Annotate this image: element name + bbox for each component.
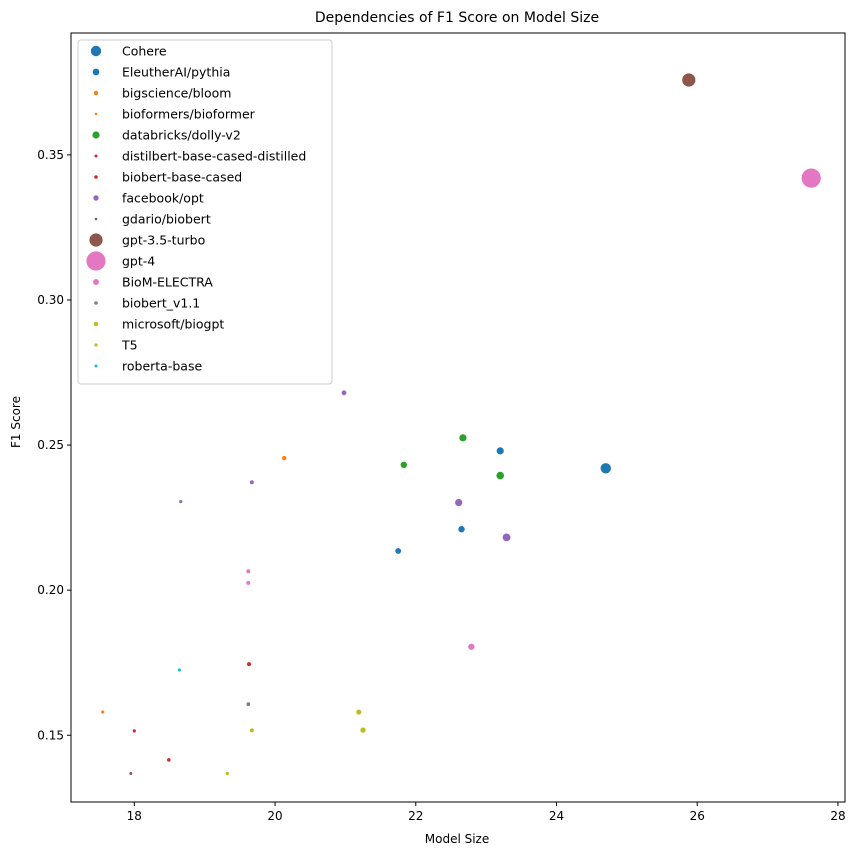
y-axis-label: F1 Score — [9, 396, 23, 448]
y-tick-label: 0.20 — [37, 583, 64, 597]
legend: Cohere EleutherAI/pythia bigscience/bloom b… — [77, 39, 333, 385]
legend-marker — [94, 364, 98, 368]
data-point-14-0 — [225, 771, 229, 776]
legend-label: EleutherAI/pythia — [122, 65, 230, 80]
x-axis-label: Model Size — [425, 832, 489, 846]
y-tick-label: 0.35 — [37, 148, 64, 162]
data-point-7-0 — [341, 390, 347, 396]
plot-area — [70, 32, 846, 803]
data-point-4-0 — [459, 434, 467, 442]
legend-label: microsoft/biogpt — [122, 317, 224, 332]
chart-title: Dependencies of F1 Score on Model Size — [315, 10, 599, 26]
x-tick-label: 28 — [830, 809, 845, 823]
legend-marker — [93, 90, 99, 96]
legend-marker — [93, 279, 99, 285]
data-point-1-1 — [458, 526, 465, 533]
legend-marker — [92, 68, 100, 76]
data-point-7-1 — [249, 480, 254, 485]
legend-label: roberta-base — [122, 359, 202, 374]
data-point-11-1 — [246, 569, 251, 574]
legend-label: gdario/biobert — [122, 212, 211, 227]
y-tick-label: 0.25 — [37, 438, 64, 452]
legend-label: gpt-4 — [122, 254, 155, 269]
y-tick-label: 0.30 — [37, 293, 64, 307]
legend-marker — [90, 45, 102, 57]
data-point-7-3 — [455, 498, 463, 507]
legend-label: biobert_v1.1 — [122, 296, 200, 311]
legend-marker — [94, 217, 98, 221]
legend-marker — [93, 195, 99, 201]
plot-frame — [70, 32, 846, 803]
legend-marker — [89, 233, 103, 247]
axis-ticks: 18 20 22 24 26 28 0.15 0.20 0.25 0.30 0.35 — [37, 148, 845, 823]
data-point-12-0 — [246, 702, 251, 707]
legend-label: bioformers/bioformer — [122, 107, 256, 122]
data-point-2-1 — [101, 710, 105, 714]
legend-box — [77, 39, 333, 385]
legend-marker — [94, 301, 98, 305]
legend-marker — [93, 321, 99, 327]
data-point-11-0 — [468, 643, 475, 650]
legend-label: facebook/opt — [122, 191, 204, 206]
data-point-0-0 — [600, 463, 611, 474]
legend-label: bigscience/bloom — [122, 86, 231, 101]
data-point-13-0 — [356, 709, 362, 715]
data-point-11-2 — [246, 580, 251, 585]
data-point-10-0 — [801, 168, 821, 188]
data-point-4-1 — [400, 461, 408, 469]
data-point-8-0 — [129, 772, 133, 776]
x-tick-label: 24 — [549, 809, 564, 823]
data-point-6-1 — [167, 758, 171, 762]
data-point-4-2 — [496, 471, 505, 480]
x-tick-label: 20 — [267, 809, 282, 823]
data-point-9-0 — [682, 73, 696, 87]
data-point-1-2 — [395, 548, 402, 554]
data-point-13-2 — [249, 728, 254, 733]
data-point-2-0 — [282, 455, 287, 461]
data-point-15-0 — [177, 668, 181, 672]
data-point-1-0 — [496, 447, 504, 455]
legend-marker — [92, 131, 100, 139]
legend-marker — [94, 343, 98, 347]
x-tick-label: 18 — [127, 809, 142, 823]
x-tick-label: 26 — [690, 809, 705, 823]
legend-label: databricks/dolly-v2 — [122, 128, 241, 143]
data-point-6-0 — [247, 662, 252, 667]
legend-label: biobert-base-cased — [122, 170, 242, 185]
data-point-7-4 — [502, 533, 511, 542]
legend-label: gpt-3.5-turbo — [122, 233, 205, 248]
legend-marker — [94, 175, 98, 179]
legend-label: distilbert-base-cased-distilled — [122, 149, 306, 164]
legend-label: BioM-ELECTRA — [122, 275, 213, 290]
y-tick-label: 0.15 — [37, 728, 64, 742]
legend-label: Cohere — [122, 44, 167, 59]
data-point-5-0 — [132, 729, 136, 733]
data-point-7-2 — [179, 500, 183, 504]
data-point-13-1 — [360, 727, 366, 733]
legend-marker — [94, 154, 98, 158]
legend-label: T5 — [121, 338, 138, 353]
x-tick-label: 22 — [408, 809, 423, 823]
legend-marker — [94, 112, 98, 116]
legend-marker — [86, 251, 106, 271]
